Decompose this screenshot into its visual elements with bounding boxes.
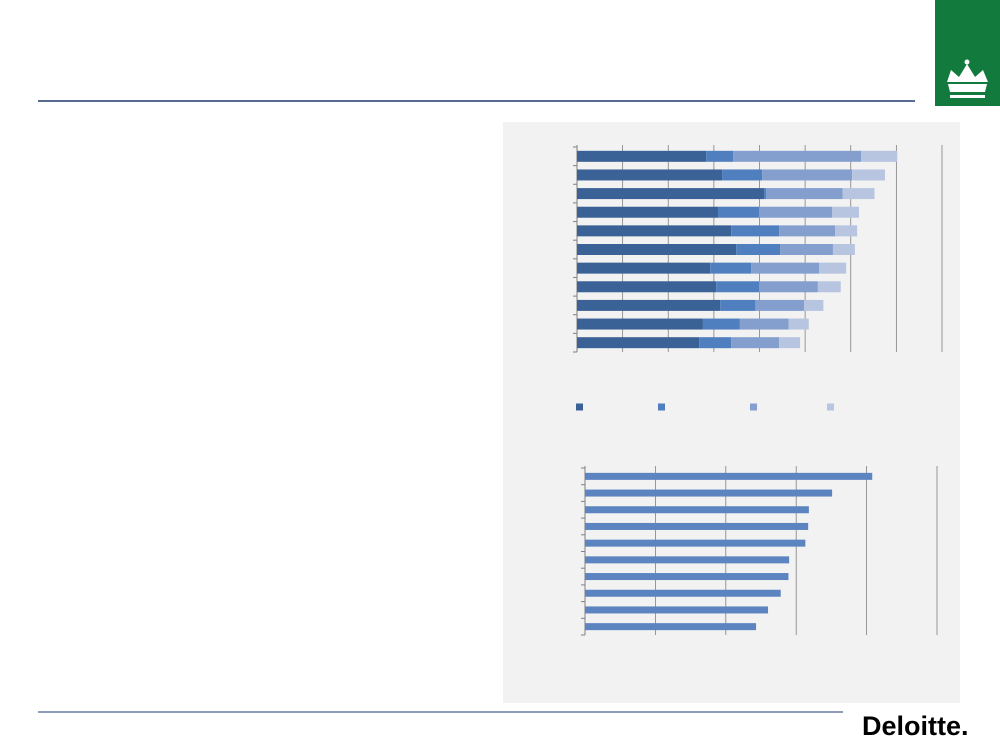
bar-segment xyxy=(751,262,820,274)
bar-segment xyxy=(733,150,862,162)
bar-segment xyxy=(835,225,858,237)
bar-segment xyxy=(577,337,700,349)
bar xyxy=(585,489,833,497)
bar-segment xyxy=(577,318,703,330)
bar-segment xyxy=(720,299,756,311)
bar-segment xyxy=(699,337,732,349)
legend-marker xyxy=(658,403,665,411)
bar xyxy=(585,556,790,564)
bar-segment xyxy=(788,318,809,330)
bar xyxy=(585,539,806,547)
legend-marker xyxy=(827,403,834,411)
bar-segment xyxy=(832,206,859,218)
bar-segment xyxy=(739,318,789,330)
bar-segment xyxy=(779,337,801,349)
bar-segment xyxy=(717,206,760,218)
bar-segment xyxy=(731,337,780,349)
bar xyxy=(585,623,757,631)
bar-segment xyxy=(577,169,723,181)
legend-marker xyxy=(750,403,757,411)
bar-segment xyxy=(779,225,836,237)
bar-segment xyxy=(759,281,818,293)
bar xyxy=(585,589,781,597)
bar-segment xyxy=(722,169,763,181)
bar xyxy=(585,606,769,614)
bar-segment xyxy=(710,262,752,274)
bar-segment xyxy=(577,244,737,255)
bar-segment xyxy=(861,150,898,162)
bar-segment xyxy=(755,299,805,311)
bar-segment xyxy=(817,281,841,293)
bar xyxy=(585,472,873,480)
logo: Deloitte. xyxy=(862,711,969,741)
legend-marker xyxy=(576,403,583,411)
bar xyxy=(585,573,789,581)
bar-segment xyxy=(832,244,855,255)
bar-segment xyxy=(577,225,732,237)
bar-segment xyxy=(819,262,847,274)
bar-segment xyxy=(759,206,833,218)
bar xyxy=(585,506,809,514)
bar-segment xyxy=(780,244,833,255)
bar-segment xyxy=(702,318,740,330)
bar-segment xyxy=(577,281,717,293)
chart-panel xyxy=(503,122,960,703)
bar-segment xyxy=(762,169,853,181)
bar-segment xyxy=(706,150,734,162)
bar-segment xyxy=(577,188,765,200)
bar-segment xyxy=(764,188,767,200)
bar-segment xyxy=(852,169,885,181)
bar-segment xyxy=(804,299,824,311)
bar-segment xyxy=(731,225,780,237)
bar-segment xyxy=(577,206,718,218)
bar-segment xyxy=(842,188,875,200)
bar-segment xyxy=(577,262,711,274)
bar-segment xyxy=(577,299,721,311)
crown-emblem xyxy=(935,0,1000,106)
bar xyxy=(585,522,809,530)
bar-segment xyxy=(716,281,760,293)
bar-segment xyxy=(577,150,707,162)
bar-segment xyxy=(736,244,781,255)
charts xyxy=(573,145,943,636)
bar-segment xyxy=(766,188,843,200)
